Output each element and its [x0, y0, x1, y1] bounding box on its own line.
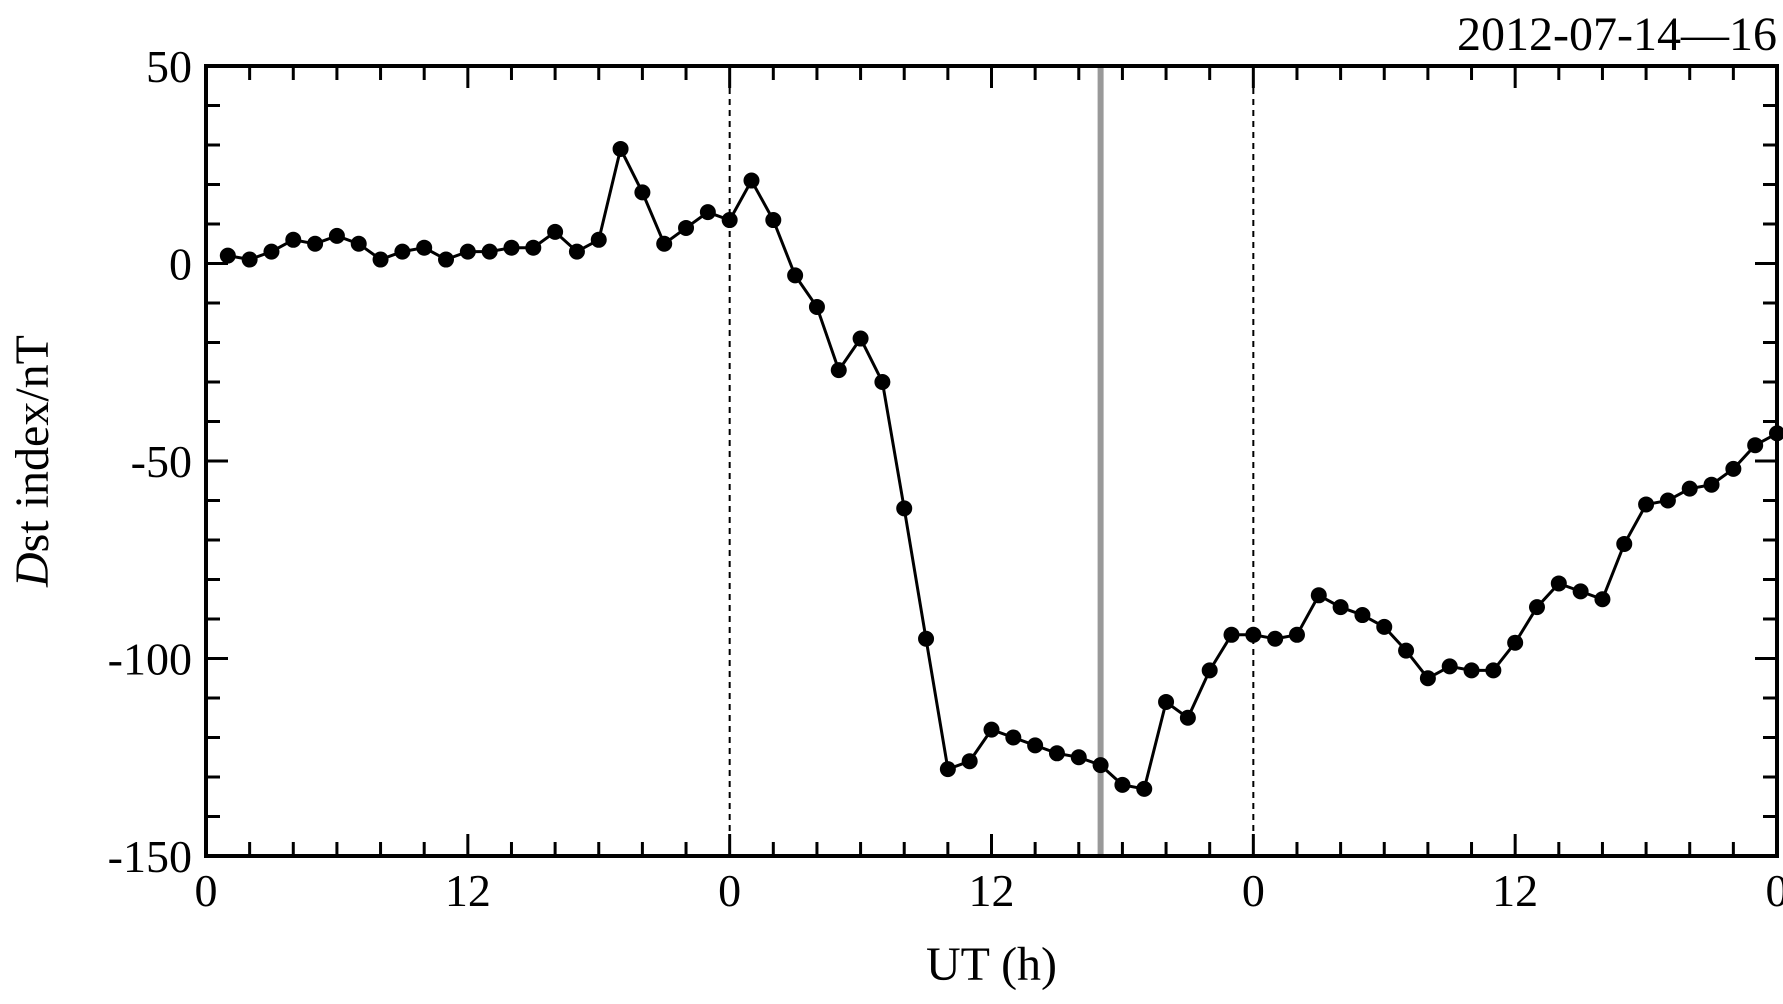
x-tick-label: 0 — [195, 865, 218, 916]
dst-data-point — [1027, 737, 1044, 754]
dst-data-point — [1092, 757, 1109, 774]
dst-data-point — [699, 204, 716, 221]
dst-data-point — [634, 184, 651, 201]
dst-data-point — [438, 251, 455, 268]
x-axis-title: UT (h) — [926, 938, 1057, 991]
dst-data-point — [1725, 460, 1742, 477]
x-tick-labels: 0 12 0 12 0 12 0 — [195, 865, 1783, 916]
dst-data-point — [372, 251, 389, 268]
dst-data-point — [328, 227, 345, 244]
x-tick-label: 12 — [1492, 865, 1538, 916]
dst-data-point — [1136, 780, 1153, 797]
dst-data-point — [1572, 583, 1589, 600]
dst-data-point — [1463, 662, 1480, 679]
dst-data-point — [547, 223, 564, 240]
dst-data-point — [896, 500, 913, 517]
y-tick-label: -100 — [108, 634, 192, 685]
dst-data-point — [743, 172, 760, 189]
y-tick-label: -150 — [108, 831, 192, 882]
y-axis-title-italic: D — [6, 552, 59, 588]
dst-data-point — [1114, 776, 1131, 793]
dst-data-point — [874, 374, 891, 390]
dst-data-point — [1267, 630, 1284, 647]
dst-data-point — [481, 243, 498, 260]
dst-data-point — [1485, 662, 1502, 679]
y-axis-title-rest: st index/nT — [6, 335, 59, 552]
date-range-label: 2012-07-14—16 — [1457, 8, 1777, 61]
dst-data-point — [1441, 658, 1458, 675]
dst-data-point — [961, 753, 978, 770]
dst-data-point — [285, 231, 302, 248]
x-tick-label: 12 — [969, 865, 1015, 916]
dst-data-point — [983, 721, 1000, 738]
y-tick-label: -50 — [131, 436, 192, 487]
dst-data-point — [1659, 492, 1676, 509]
dst-data-point — [525, 239, 542, 256]
dst-data-point — [590, 231, 607, 248]
dst-data-point — [808, 298, 825, 315]
dst-data-point — [350, 235, 367, 252]
dst-data-point — [787, 267, 804, 284]
dst-data-point — [678, 219, 695, 236]
plot-frame — [204, 64, 1779, 858]
dst-data-point — [416, 239, 433, 256]
dst-data-point — [1747, 437, 1764, 454]
dst-data-point — [1048, 745, 1065, 762]
dst-data-point — [1681, 480, 1698, 497]
dst-series-line — [227, 144, 1778, 791]
dst-data-point — [307, 235, 324, 252]
dst-data-point — [1245, 626, 1262, 643]
dst-data-point — [1223, 626, 1240, 643]
dst-data-point — [830, 362, 847, 379]
dst-data-point — [1288, 626, 1305, 643]
dst-data-point — [1703, 476, 1720, 493]
x-tick-label: 0 — [718, 865, 741, 916]
dst-data-point — [1550, 575, 1567, 592]
y-tick-labels: 50 0 -50 -100 -150 — [108, 41, 192, 882]
dst-data-point — [1376, 618, 1393, 635]
dst-data-point — [721, 212, 738, 229]
y-axis-title: Dst index/nT — [6, 335, 59, 588]
dst-data-point — [918, 630, 935, 647]
day-boundary-lines — [728, 66, 1778, 856]
dst-data-point — [852, 330, 869, 347]
dst-data-point — [1419, 670, 1436, 687]
dst-data-point — [1332, 599, 1349, 616]
dst-data-point — [503, 239, 520, 256]
dst-data-point — [568, 243, 585, 260]
dst-data-point — [1354, 607, 1371, 624]
dst-data-point — [1310, 587, 1327, 604]
dst-data-point — [263, 243, 280, 260]
dst-data-point — [656, 235, 673, 252]
dst-data-point — [219, 247, 236, 264]
y-tick-label: 50 — [146, 41, 192, 92]
dst-data-point — [1005, 729, 1022, 746]
dst-data-point — [1070, 749, 1087, 766]
dst-data-point — [1616, 535, 1633, 552]
dst-data-point — [1638, 496, 1655, 513]
dst-data-point — [1398, 642, 1415, 659]
dst-data-points — [219, 140, 1783, 797]
dst-data-point — [394, 243, 411, 260]
dst-data-point — [939, 761, 956, 778]
dst-data-point — [1507, 634, 1524, 651]
x-tick-label: 0 — [1242, 865, 1265, 916]
dst-data-point — [1528, 599, 1545, 616]
x-tick-label: 12 — [445, 865, 491, 916]
dst-data-point — [1179, 709, 1196, 726]
dst-data-point — [1201, 662, 1218, 679]
dst-data-point — [1594, 591, 1611, 608]
y-tick-label: 0 — [169, 239, 192, 290]
dst-data-point — [459, 243, 476, 260]
dst-data-point — [765, 212, 782, 229]
dst-data-point — [1158, 693, 1175, 710]
dst-data-point — [241, 251, 258, 268]
x-tick-label: 0 — [1766, 865, 1783, 916]
dst-data-point — [612, 140, 629, 157]
